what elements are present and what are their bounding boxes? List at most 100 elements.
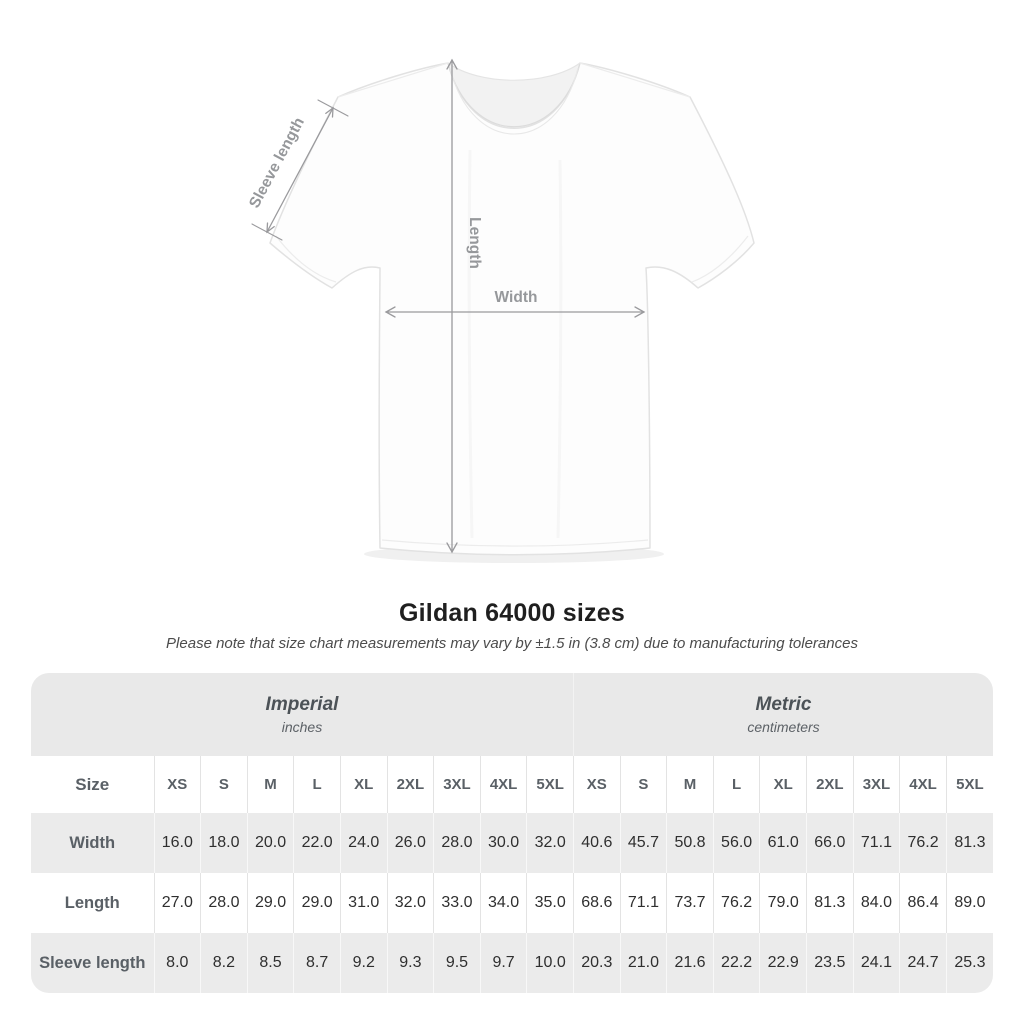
row-label: Sleeve length bbox=[31, 933, 154, 993]
measurement-value: 23.5 bbox=[806, 933, 854, 993]
size-column-header: L bbox=[293, 756, 341, 813]
measurement-value: 24.0 bbox=[339, 813, 388, 873]
measurement-value: 31.0 bbox=[339, 873, 388, 933]
imperial-header: Imperial inches bbox=[31, 673, 574, 756]
size-column-header: 3XL bbox=[852, 756, 900, 813]
table-row: Length 27.0 28.0 29.0 29.0 31.0 32.0 33.0 34.0 35… bbox=[31, 873, 993, 933]
right-sleeve-hem bbox=[691, 235, 749, 283]
measurement-value: 22.2 bbox=[712, 933, 760, 993]
measurement-value: 40.6 bbox=[572, 813, 621, 873]
measurement-value: 61.0 bbox=[759, 813, 807, 873]
row-label: Width bbox=[31, 813, 154, 873]
collar-opening bbox=[448, 63, 580, 127]
length-label: Length bbox=[466, 217, 483, 269]
dimension-annotations bbox=[251, 58, 646, 554]
measurement-value: 24.7 bbox=[899, 933, 947, 993]
measurement-value: 45.7 bbox=[619, 813, 667, 873]
right-shoulder-seam bbox=[579, 62, 691, 98]
measurement-value: 30.0 bbox=[479, 813, 527, 873]
measurement-value: 76.2 bbox=[899, 813, 947, 873]
measurement-value: 21.6 bbox=[666, 933, 714, 993]
length-dimension-line bbox=[446, 58, 458, 554]
size-header-row: Size XS S M L XL 2XL 3XL 4XL 5XL XS S M L XL 2XL 3XL 4XL… bbox=[31, 756, 993, 813]
measurement-value: 86.4 bbox=[899, 873, 947, 933]
measurement-value: 9.3 bbox=[386, 933, 434, 993]
tshirt-graphic bbox=[269, 62, 755, 556]
width-label: Width bbox=[495, 289, 538, 306]
imperial-label: Imperial bbox=[265, 694, 339, 715]
measurement-value: 32.0 bbox=[526, 813, 574, 873]
unit-header-row: Imperial inches Metric centimeters bbox=[31, 673, 993, 756]
measurement-value: 28.0 bbox=[433, 813, 481, 873]
size-column-header: XS bbox=[572, 756, 621, 813]
size-column-header: 2XL bbox=[386, 756, 434, 813]
measurement-value: 71.1 bbox=[619, 873, 667, 933]
measurement-value: 9.5 bbox=[433, 933, 481, 993]
size-table-container: Imperial inches Metric centimeters Size … bbox=[31, 673, 993, 993]
measurement-value: 73.7 bbox=[666, 873, 714, 933]
measurement-value: 8.2 bbox=[200, 933, 248, 993]
measurement-value: 8.5 bbox=[246, 933, 294, 993]
measurement-value: 18.0 bbox=[200, 813, 248, 873]
row-label: Length bbox=[31, 873, 154, 933]
left-shoulder-seam bbox=[337, 62, 449, 98]
product-measurement-figure: Sleeve length Length Width bbox=[246, 58, 755, 563]
measurement-value: 66.0 bbox=[806, 813, 854, 873]
measurement-value: 27.0 bbox=[153, 873, 201, 933]
measurement-value: 79.0 bbox=[759, 873, 807, 933]
measurement-value: 81.3 bbox=[945, 813, 993, 873]
size-column-header: S bbox=[619, 756, 667, 813]
measurement-value: 10.0 bbox=[526, 933, 574, 993]
width-dimension-line bbox=[384, 306, 646, 318]
measurement-value: 24.1 bbox=[852, 933, 900, 993]
measurement-value: 76.2 bbox=[712, 873, 760, 933]
measurement-value: 22.0 bbox=[293, 813, 341, 873]
size-column-header: 5XL bbox=[526, 756, 574, 813]
size-column-header: M bbox=[666, 756, 714, 813]
measurement-value: 33.0 bbox=[433, 873, 481, 933]
measurement-value: 16.0 bbox=[153, 813, 201, 873]
measurement-value: 9.2 bbox=[339, 933, 388, 993]
tolerance-note: Please note that size chart measurements… bbox=[166, 635, 858, 652]
page-title: Gildan 64000 sizes bbox=[399, 599, 625, 627]
size-column-header: XL bbox=[759, 756, 807, 813]
measurement-value: 28.0 bbox=[200, 873, 248, 933]
size-column-header: S bbox=[200, 756, 248, 813]
measurement-value: 20.0 bbox=[246, 813, 294, 873]
size-column-header: L bbox=[712, 756, 760, 813]
measurement-value: 21.0 bbox=[619, 933, 667, 993]
measurement-value: 50.8 bbox=[666, 813, 714, 873]
measurement-value: 34.0 bbox=[479, 873, 527, 933]
measurement-value: 29.0 bbox=[293, 873, 341, 933]
measurement-value: 22.9 bbox=[759, 933, 807, 993]
size-column-header: 3XL bbox=[433, 756, 481, 813]
metric-label: Metric bbox=[755, 694, 812, 715]
measurement-value: 29.0 bbox=[246, 873, 294, 933]
measurement-value: 9.7 bbox=[479, 933, 527, 993]
fabric-fold-right bbox=[556, 159, 563, 539]
size-table: Imperial inches Metric centimeters Size … bbox=[31, 673, 993, 993]
size-column-header: XL bbox=[339, 756, 388, 813]
tshirt-illustration: Sleeve length Length Width bbox=[246, 58, 755, 563]
measurement-value: 8.0 bbox=[153, 933, 201, 993]
measurement-value: 35.0 bbox=[526, 873, 574, 933]
size-corner-header: Size bbox=[31, 756, 154, 813]
measurement-value: 32.0 bbox=[386, 873, 434, 933]
collar-outer-edge bbox=[447, 62, 581, 128]
size-column-header: 5XL bbox=[945, 756, 993, 813]
size-column-header: M bbox=[246, 756, 294, 813]
measurement-value: 84.0 bbox=[852, 873, 900, 933]
measurement-value: 71.1 bbox=[852, 813, 900, 873]
tshirt-body bbox=[269, 62, 755, 556]
size-column-header: XS bbox=[153, 756, 201, 813]
size-column-header: 4XL bbox=[899, 756, 947, 813]
measurement-value: 8.7 bbox=[293, 933, 341, 993]
size-column-header: 2XL bbox=[806, 756, 854, 813]
measurement-value: 20.3 bbox=[572, 933, 621, 993]
table-row: Sleeve length 8.0 8.2 8.5 8.7 9.2 9.3 9.5 9.7 10.… bbox=[31, 933, 993, 993]
metric-unit: centimeters bbox=[747, 719, 820, 735]
measurement-value: 26.0 bbox=[386, 813, 434, 873]
measurement-value: 81.3 bbox=[806, 873, 854, 933]
fabric-fold-left bbox=[467, 149, 474, 539]
collar-back-edge bbox=[447, 62, 581, 81]
